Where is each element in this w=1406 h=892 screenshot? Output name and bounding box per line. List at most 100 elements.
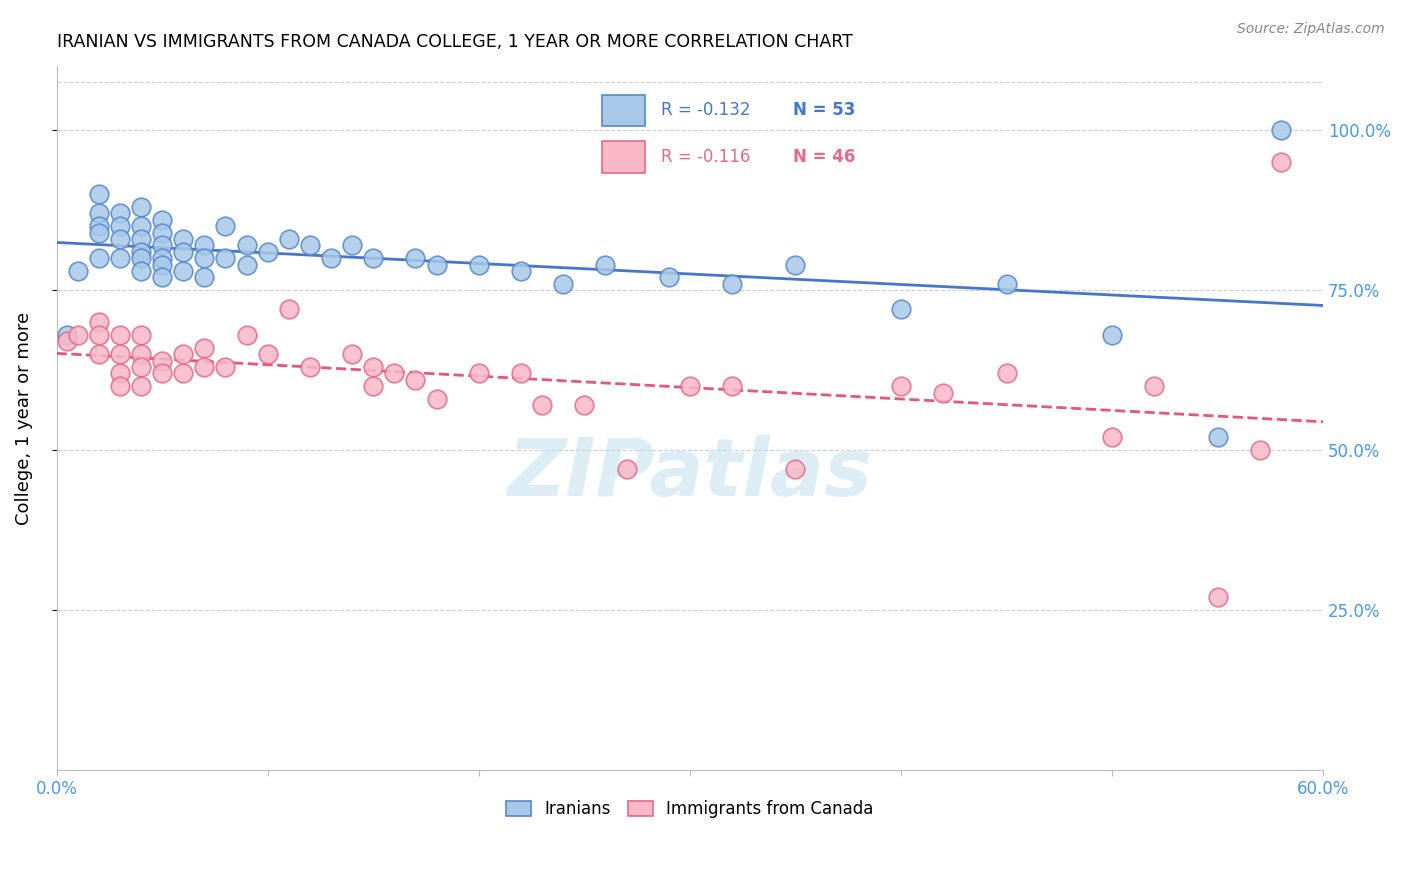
- Point: [510, 264, 533, 278]
- Point: [129, 328, 152, 343]
- Point: [108, 251, 131, 265]
- Point: [256, 244, 278, 259]
- Point: [404, 251, 426, 265]
- Point: [1270, 123, 1292, 137]
- Point: [129, 219, 152, 234]
- Point: [87, 347, 110, 361]
- Point: [340, 347, 363, 361]
- Y-axis label: College, 1 year or more: College, 1 year or more: [15, 311, 32, 524]
- Point: [129, 347, 152, 361]
- Point: [1270, 155, 1292, 169]
- Point: [129, 244, 152, 259]
- Point: [172, 244, 194, 259]
- Point: [66, 264, 89, 278]
- Point: [595, 258, 617, 272]
- Point: [150, 258, 173, 272]
- Point: [319, 251, 342, 265]
- Point: [426, 392, 449, 406]
- Point: [890, 302, 912, 317]
- Point: [150, 226, 173, 240]
- Point: [277, 302, 299, 317]
- Point: [193, 359, 215, 374]
- Point: [785, 462, 807, 476]
- Point: [1249, 443, 1271, 458]
- Point: [87, 251, 110, 265]
- Point: [361, 379, 384, 393]
- Point: [108, 206, 131, 220]
- Point: [108, 232, 131, 246]
- Point: [56, 334, 79, 349]
- Point: [193, 238, 215, 252]
- Point: [87, 315, 110, 329]
- Point: [172, 347, 194, 361]
- Point: [277, 232, 299, 246]
- Point: [298, 238, 321, 252]
- Point: [1101, 430, 1123, 444]
- Point: [658, 270, 681, 285]
- Point: [1101, 328, 1123, 343]
- Point: [721, 379, 744, 393]
- Text: Source: ZipAtlas.com: Source: ZipAtlas.com: [1237, 22, 1385, 37]
- Point: [468, 258, 491, 272]
- Point: [129, 359, 152, 374]
- Point: [66, 328, 89, 343]
- Point: [172, 264, 194, 278]
- Point: [298, 359, 321, 374]
- Point: [193, 251, 215, 265]
- Text: IRANIAN VS IMMIGRANTS FROM CANADA COLLEGE, 1 YEAR OR MORE CORRELATION CHART: IRANIAN VS IMMIGRANTS FROM CANADA COLLEG…: [56, 33, 852, 51]
- Point: [129, 200, 152, 214]
- Point: [361, 359, 384, 374]
- Point: [1206, 591, 1229, 605]
- Point: [193, 270, 215, 285]
- Point: [340, 238, 363, 252]
- Point: [108, 347, 131, 361]
- Point: [150, 367, 173, 381]
- Point: [87, 219, 110, 234]
- Point: [256, 347, 278, 361]
- Point: [108, 328, 131, 343]
- Point: [214, 359, 236, 374]
- Point: [553, 277, 575, 291]
- Point: [235, 238, 257, 252]
- Point: [1206, 430, 1229, 444]
- Point: [214, 251, 236, 265]
- Point: [235, 258, 257, 272]
- Point: [150, 353, 173, 368]
- Point: [995, 277, 1018, 291]
- Point: [150, 212, 173, 227]
- Point: [108, 219, 131, 234]
- Point: [426, 258, 449, 272]
- Point: [679, 379, 702, 393]
- Point: [1143, 379, 1166, 393]
- Point: [129, 232, 152, 246]
- Point: [361, 251, 384, 265]
- Point: [510, 367, 533, 381]
- Point: [193, 341, 215, 355]
- Point: [87, 187, 110, 202]
- Point: [129, 251, 152, 265]
- Point: [616, 462, 638, 476]
- Point: [785, 258, 807, 272]
- Point: [87, 328, 110, 343]
- Point: [129, 379, 152, 393]
- Point: [932, 385, 955, 400]
- Point: [235, 328, 257, 343]
- Point: [172, 232, 194, 246]
- Point: [382, 367, 405, 381]
- Point: [87, 206, 110, 220]
- Point: [995, 367, 1018, 381]
- Point: [108, 367, 131, 381]
- Point: [574, 398, 596, 412]
- Point: [172, 367, 194, 381]
- Point: [129, 264, 152, 278]
- Point: [404, 373, 426, 387]
- Point: [214, 219, 236, 234]
- Point: [108, 379, 131, 393]
- Point: [468, 367, 491, 381]
- Legend: Iranians, Immigrants from Canada: Iranians, Immigrants from Canada: [499, 794, 880, 825]
- Point: [531, 398, 554, 412]
- Text: ZIPatlas: ZIPatlas: [508, 435, 872, 514]
- Point: [150, 251, 173, 265]
- Point: [87, 226, 110, 240]
- Point: [721, 277, 744, 291]
